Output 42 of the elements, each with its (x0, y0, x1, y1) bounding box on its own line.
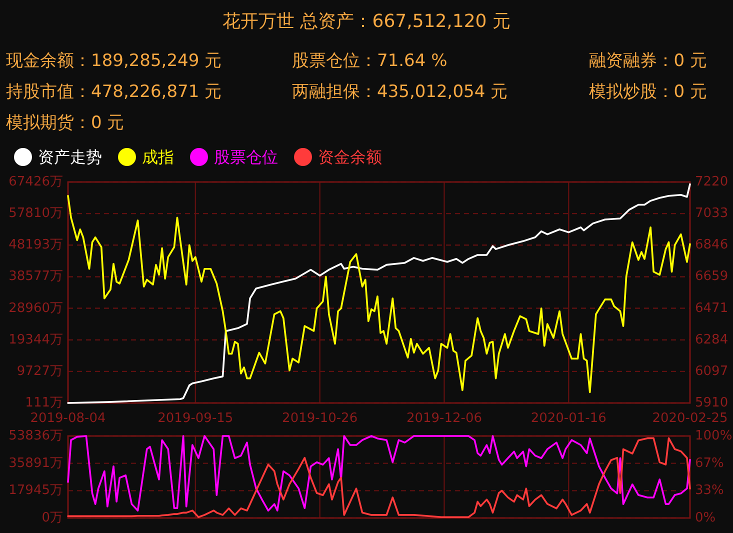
y2-tick-label: 6846 (695, 238, 728, 253)
y-tick-label: 38577万 (8, 269, 63, 284)
y2-tick-label: 33% (695, 483, 724, 498)
y-tick-label: 0万 (42, 510, 63, 526)
y-tick-label: 57810万 (8, 206, 63, 222)
y-tick-label: 111万 (25, 396, 63, 410)
y-tick-label: 35891万 (8, 456, 63, 471)
y-tick-label: 17945万 (8, 483, 63, 498)
x-tick-label: 2019-09-15 (158, 411, 234, 426)
y-tick-label: 67426万 (8, 174, 63, 190)
text: 融资融券：0 元 (588, 51, 707, 71)
y-tick-label: 9727万 (16, 364, 63, 379)
text: 两融担保：435,012,054 元 (292, 82, 508, 102)
y2-tick-label: 100% (695, 428, 732, 444)
x-tick-label: 2020-01-16 (530, 411, 606, 426)
text: 模拟炒股：0 元 (588, 82, 707, 102)
legend-label: 股票仓位 (214, 148, 278, 166)
text: 股票仓位：71.64 % (292, 51, 448, 71)
y-tick-label: 28960万 (8, 300, 63, 316)
legend-label: 成指 (142, 148, 174, 166)
y2-tick-label: 5910 (695, 396, 728, 410)
x-tick-label: 2019-10-26 (282, 411, 358, 426)
y-tick-label: 48193万 (8, 238, 63, 253)
y2-tick-label: 6097 (695, 364, 728, 379)
x-tick-label: 2020-02-25 (652, 411, 728, 426)
text: 模拟期货：0 元 (6, 113, 124, 133)
x-tick-label: 2019-08-04 (30, 411, 106, 426)
y2-tick-label: 7033 (695, 206, 728, 222)
y-tick-label: 53836万 (8, 428, 63, 444)
y-tick-label: 19344万 (8, 332, 63, 348)
x-tick-label: 2019-12-06 (406, 411, 482, 426)
legend-label: 资金余额 (318, 148, 382, 166)
y2-tick-label: 0% (695, 510, 716, 526)
y2-tick-label: 6659 (695, 269, 728, 284)
text: 持股市值：478,226,871 元 (6, 82, 222, 102)
y2-tick-label: 7220 (695, 174, 728, 190)
legend-label: 资产走势 (38, 148, 102, 166)
y2-tick-label: 6471 (695, 300, 728, 316)
text: 花开万世 总资产：667,512,120 元 (222, 11, 510, 32)
y2-tick-label: 6284 (695, 332, 728, 348)
y2-tick-label: 67% (695, 456, 724, 471)
text: 现金余额：189,285,249 元 (6, 51, 222, 71)
